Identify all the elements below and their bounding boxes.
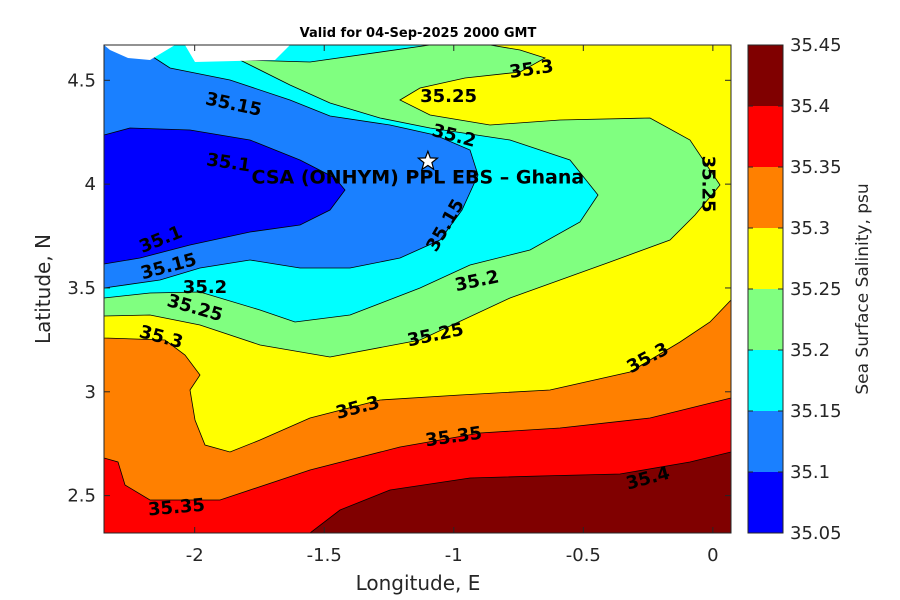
contour-label: 35.35: [147, 495, 206, 521]
contour-fill-layer: [104, 45, 731, 533]
colorbar-band: [748, 167, 783, 228]
y-tick-label: 2.5: [67, 486, 96, 507]
site-label: CSA (ONHYM) PPL EBS – Ghana: [252, 166, 585, 188]
x-axis-label: Longitude, E: [356, 571, 481, 595]
colorbar-band: [748, 472, 783, 533]
contour-label: 35.25: [698, 156, 719, 213]
x-tick-label: 0: [707, 545, 718, 566]
colorbar: 35.05 35.1 35.15 35.2 35.25 35.3 35.35 35.4 35.4…: [747, 35, 842, 544]
colorbar-tick-label: 35.3: [790, 218, 830, 239]
colorbar-tick-label: 35.05: [790, 523, 842, 544]
y-axis-label: Latitude, N: [31, 234, 55, 344]
band-35.4-35.45: [309, 451, 731, 533]
colorbar-band: [748, 289, 783, 350]
x-tick-label: -0.5: [566, 545, 601, 566]
colorbar-band: [748, 106, 783, 167]
colorbar-tick-label: 35.15: [790, 401, 842, 422]
y-tick-label: 4.5: [67, 70, 96, 91]
colorbar-band: [748, 411, 783, 472]
chart-title: Valid for 04-Sep-2025 2000 GMT: [300, 26, 537, 41]
y-axis: 2.5 3 3.5 4 4.5: [67, 70, 731, 507]
plot-frame: [103, 44, 732, 534]
x-axis: -2 -1.5 -1 -0.5 0: [186, 45, 719, 566]
x-tick-label: -1.5: [307, 545, 342, 566]
colorbar-tick-label: 35.25: [790, 279, 842, 300]
contour-label: 35.2: [183, 277, 227, 298]
colorbar-tick-label: 35.4: [790, 96, 830, 117]
colorbar-tick-label: 35.45: [790, 35, 842, 56]
colorbar-tick-label: 35.35: [790, 157, 842, 178]
y-tick-label: 3: [85, 382, 96, 403]
colorbar-label: Sea Surface Salinity, psu: [853, 183, 873, 394]
contour-label: 35.25: [420, 86, 477, 107]
site-marker: CSA (ONHYM) PPL EBS – Ghana: [252, 149, 585, 188]
colorbar-tick-label: 35.2: [790, 340, 830, 361]
colorbar-tick-label: 35.1: [790, 462, 830, 483]
y-tick-label: 4: [85, 174, 96, 195]
site-star-icon: [416, 149, 440, 171]
x-tick-label: -2: [186, 545, 204, 566]
colorbar-band: [748, 228, 783, 289]
no-data-patch: [104, 45, 290, 62]
colorbar-band: [748, 350, 783, 411]
colorbar-band: [748, 45, 783, 106]
x-tick-label: -1: [445, 545, 463, 566]
y-tick-label: 3.5: [67, 278, 96, 299]
band-35.05-35.1: [104, 127, 346, 265]
